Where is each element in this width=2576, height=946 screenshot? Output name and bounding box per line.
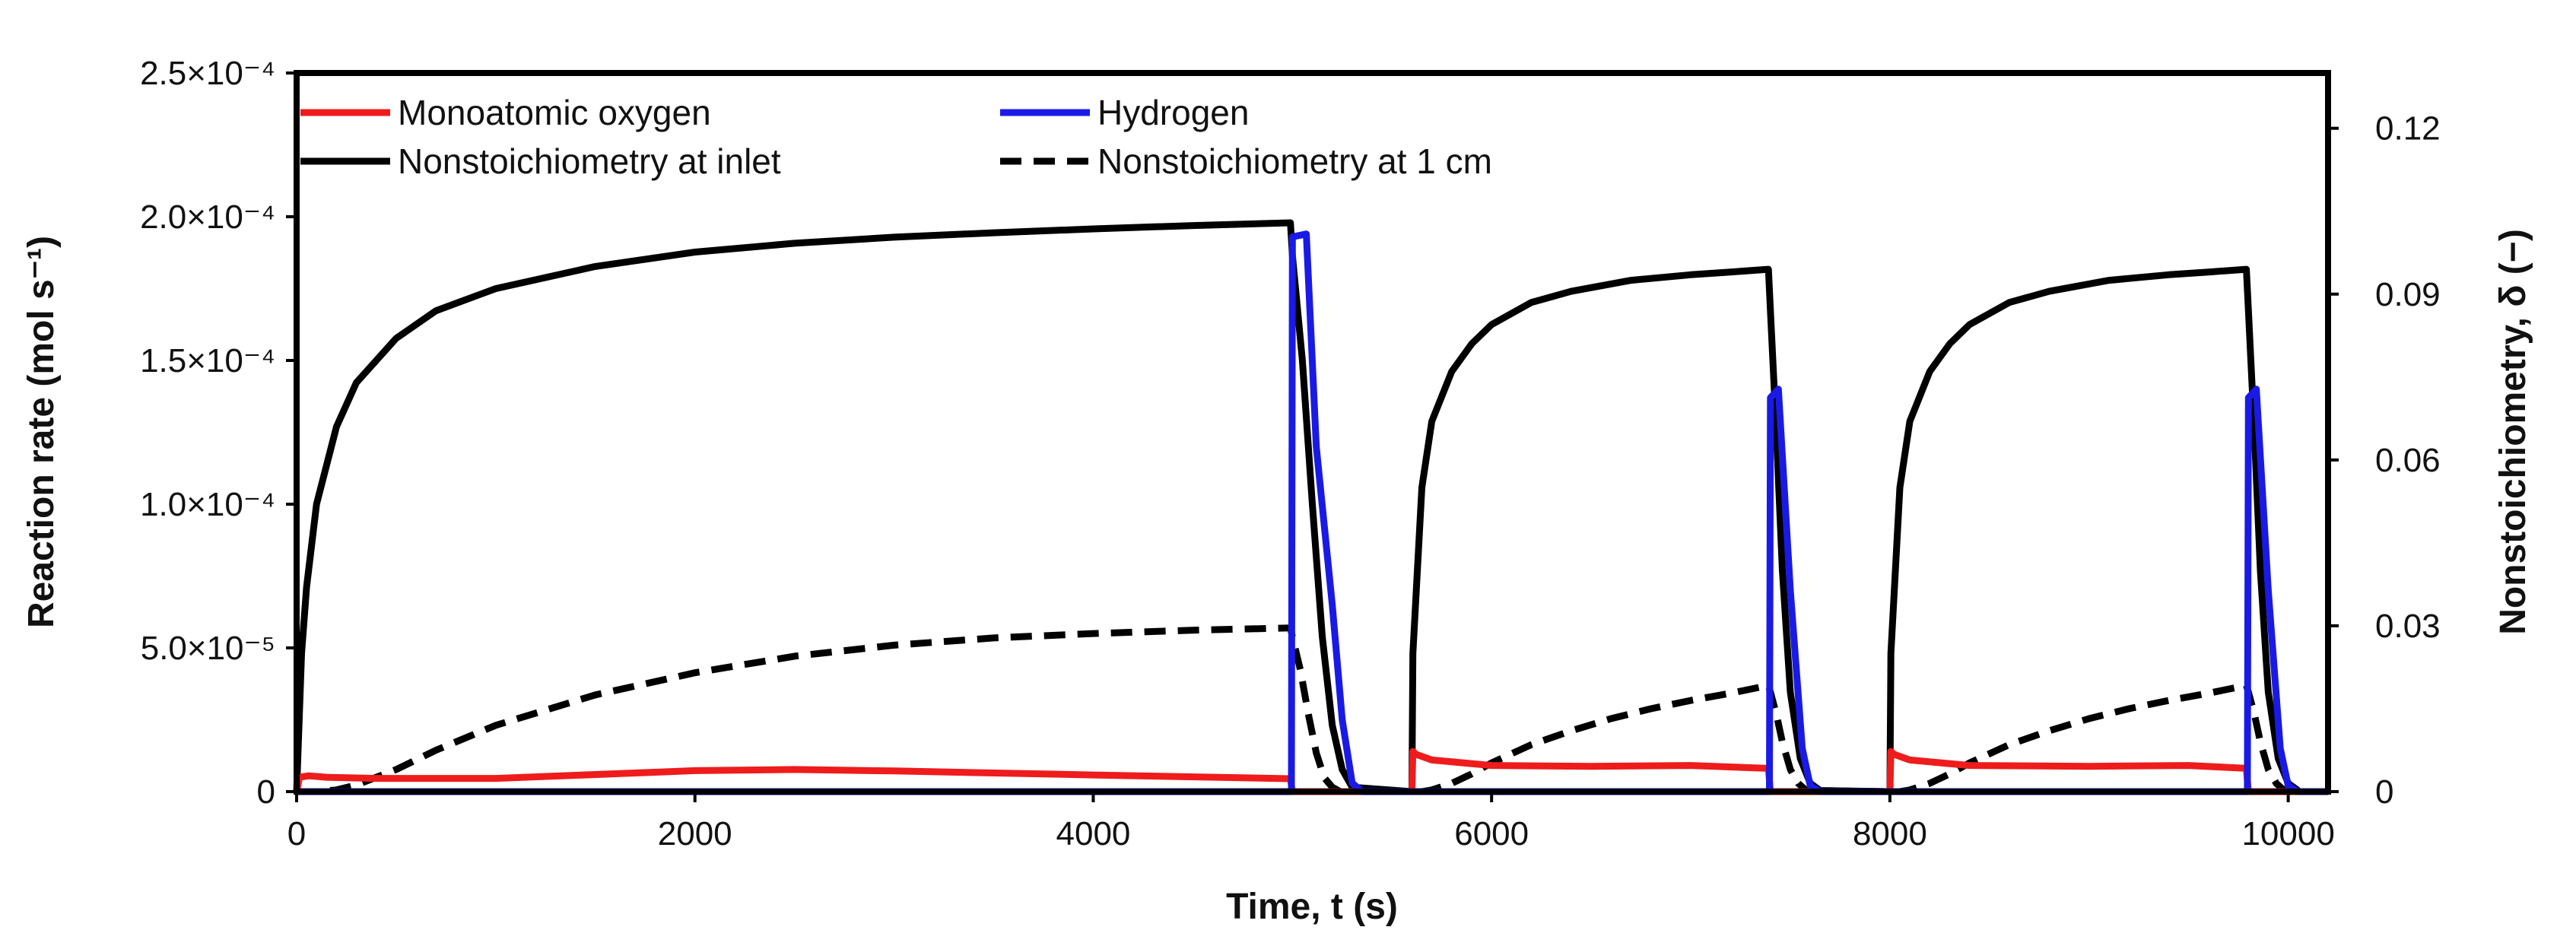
series-line-nonstoichiometry-at-inlet bbox=[293, 219, 2301, 795]
legend-label: Nonstoichiometry at inlet bbox=[398, 141, 781, 181]
x-tick-label: 8000 bbox=[1853, 815, 1927, 852]
x-tick-label: 4000 bbox=[1056, 815, 1131, 852]
y-right-tick-label: 0 bbox=[2375, 773, 2393, 811]
y-left-tick-label: 1.5×10⁻⁴ bbox=[140, 342, 275, 379]
y-left-tick-label: 2.0×10⁻⁴ bbox=[140, 198, 275, 236]
y-left-tick-label: 5.0×10⁻⁵ bbox=[141, 630, 275, 667]
y-right-tick-label: 0.03 bbox=[2375, 608, 2441, 645]
ticks-layer: 0 2000 4000 6000 8000 10000 0 5.0×10⁻⁵ 1.0×10⁻⁴ 1… bbox=[140, 55, 2441, 852]
x-tick-label: 0 bbox=[287, 815, 306, 852]
series-line-nonstoichiometry-at-1-cm bbox=[297, 624, 2299, 795]
series-line-hydrogen bbox=[297, 230, 2328, 795]
series-line-monoatomic-oxygen bbox=[293, 748, 2308, 795]
series-layer bbox=[293, 219, 2328, 795]
x-axis-label: Time, t (s) bbox=[1226, 887, 1398, 927]
y-axis-right-label: Nonstoichiometry, δ (−) bbox=[2493, 229, 2533, 635]
y-right-tick-label: 0.09 bbox=[2375, 276, 2441, 313]
legend-label: Hydrogen bbox=[1097, 93, 1249, 132]
legend-label: Monoatomic oxygen bbox=[398, 93, 711, 132]
x-tick-label: 10000 bbox=[2241, 815, 2334, 852]
plot-frame bbox=[294, 70, 2331, 795]
y-right-tick-label: 0.12 bbox=[2375, 110, 2441, 148]
x-tick-label: 2000 bbox=[658, 815, 732, 852]
y-axis-left-label: Reaction rate (mol s⁻¹) bbox=[21, 236, 62, 628]
y-left-tick-label: 2.5×10⁻⁴ bbox=[140, 55, 275, 92]
x-tick-label: 6000 bbox=[1454, 815, 1529, 852]
y-right-tick-label: 0.06 bbox=[2375, 442, 2441, 479]
y-left-tick-label: 0 bbox=[257, 773, 275, 811]
y-left-tick-label: 1.0×10⁻⁴ bbox=[140, 486, 275, 523]
legend-label: Nonstoichiometry at 1 cm bbox=[1097, 141, 1492, 181]
legend: Monoatomic oxygen Hydrogen Nonstoichiometr… bbox=[300, 93, 1492, 181]
